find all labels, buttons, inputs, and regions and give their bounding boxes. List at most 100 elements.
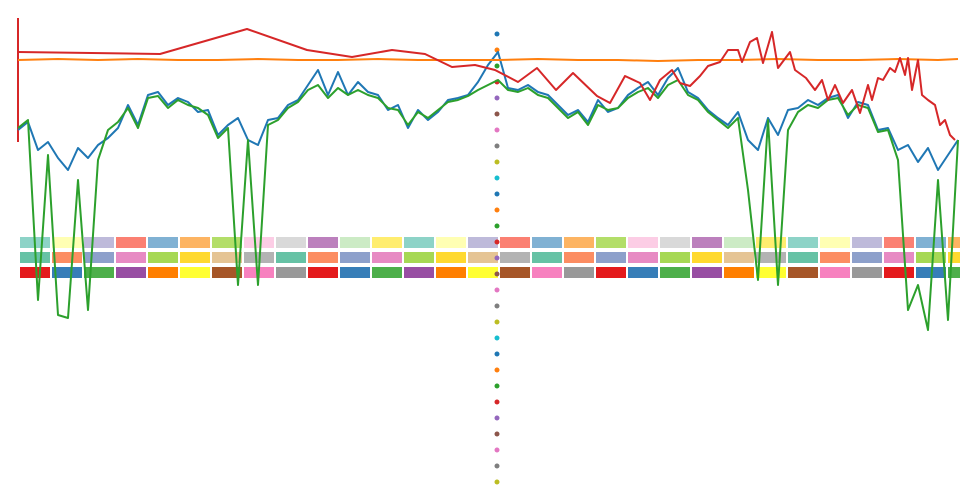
swatch bbox=[500, 252, 530, 263]
swatch bbox=[276, 267, 306, 278]
swatch bbox=[148, 267, 178, 278]
swatch bbox=[52, 267, 82, 278]
swatch bbox=[148, 237, 178, 248]
swatch bbox=[372, 237, 402, 248]
swatch bbox=[116, 267, 146, 278]
swatch bbox=[852, 267, 882, 278]
dot bbox=[494, 175, 500, 181]
swatch bbox=[52, 252, 82, 263]
dot bbox=[494, 111, 500, 117]
dot bbox=[494, 431, 500, 437]
swatch bbox=[596, 267, 626, 278]
swatch bbox=[756, 237, 786, 248]
swatch bbox=[852, 252, 882, 263]
swatch bbox=[628, 252, 658, 263]
swatch bbox=[532, 237, 562, 248]
swatch bbox=[276, 252, 306, 263]
swatch bbox=[308, 252, 338, 263]
swatch bbox=[884, 237, 914, 248]
swatch bbox=[564, 267, 594, 278]
dot bbox=[494, 207, 500, 213]
dot bbox=[494, 351, 500, 357]
swatch bbox=[52, 237, 82, 248]
swatch bbox=[724, 252, 754, 263]
swatch bbox=[468, 252, 498, 263]
swatch bbox=[372, 267, 402, 278]
swatch bbox=[148, 252, 178, 263]
swatch bbox=[596, 252, 626, 263]
swatch bbox=[436, 252, 466, 263]
swatch bbox=[436, 267, 466, 278]
swatch bbox=[820, 237, 850, 248]
swatch bbox=[20, 267, 50, 278]
dot bbox=[494, 143, 500, 149]
swatch bbox=[244, 237, 274, 248]
swatch bbox=[820, 252, 850, 263]
dot bbox=[494, 287, 500, 293]
swatch bbox=[948, 267, 960, 278]
swatch bbox=[788, 237, 818, 248]
swatch bbox=[308, 237, 338, 248]
swatch bbox=[500, 267, 530, 278]
dot bbox=[494, 367, 500, 373]
swatch bbox=[756, 252, 786, 263]
swatch bbox=[916, 237, 946, 248]
dot bbox=[494, 127, 500, 133]
swatch bbox=[788, 252, 818, 263]
dot bbox=[494, 255, 500, 261]
swatch bbox=[180, 237, 210, 248]
dot bbox=[494, 479, 500, 485]
dot bbox=[494, 223, 500, 229]
dot bbox=[494, 239, 500, 245]
swatch bbox=[692, 252, 722, 263]
swatch bbox=[564, 252, 594, 263]
swatch bbox=[116, 252, 146, 263]
swatch bbox=[212, 267, 242, 278]
swatch bbox=[884, 267, 914, 278]
dot bbox=[494, 447, 500, 453]
dot bbox=[494, 335, 500, 341]
swatch bbox=[404, 237, 434, 248]
swatch bbox=[628, 267, 658, 278]
dot bbox=[494, 159, 500, 165]
swatch bbox=[340, 252, 370, 263]
swatch bbox=[340, 237, 370, 248]
line bbox=[17, 51, 959, 171]
swatch bbox=[212, 237, 242, 248]
dot bbox=[494, 63, 500, 69]
swatch bbox=[340, 267, 370, 278]
swatch bbox=[916, 252, 946, 263]
dot bbox=[494, 383, 500, 389]
swatch bbox=[276, 237, 306, 248]
swatch bbox=[692, 267, 722, 278]
swatch bbox=[308, 267, 338, 278]
swatch bbox=[532, 267, 562, 278]
swatch bbox=[596, 237, 626, 248]
swatch bbox=[564, 237, 594, 248]
dot bbox=[494, 415, 500, 421]
line bbox=[17, 79, 959, 331]
swatch bbox=[788, 267, 818, 278]
swatch bbox=[660, 267, 690, 278]
swatch bbox=[212, 252, 242, 263]
swatch bbox=[180, 267, 210, 278]
line bbox=[17, 28, 956, 141]
swatch bbox=[820, 267, 850, 278]
swatch bbox=[660, 252, 690, 263]
swatch bbox=[628, 237, 658, 248]
swatch bbox=[948, 252, 960, 263]
dot bbox=[494, 319, 500, 325]
swatch bbox=[436, 237, 466, 248]
dot bbox=[494, 463, 500, 469]
swatch bbox=[372, 252, 402, 263]
dot bbox=[494, 303, 500, 309]
swatch bbox=[468, 237, 498, 248]
swatch bbox=[852, 237, 882, 248]
swatch bbox=[84, 267, 114, 278]
dot bbox=[494, 31, 500, 37]
swatch bbox=[660, 237, 690, 248]
line bbox=[17, 58, 959, 62]
swatch bbox=[532, 252, 562, 263]
